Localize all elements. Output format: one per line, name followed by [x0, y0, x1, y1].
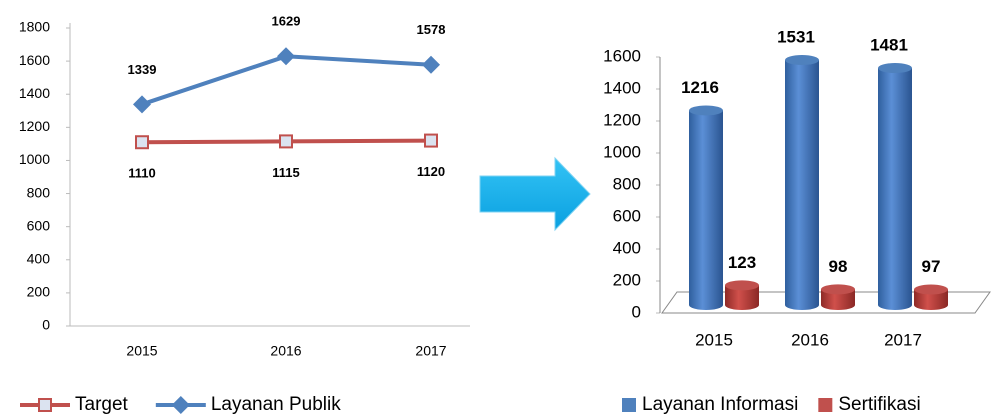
legend-swatch — [622, 398, 636, 412]
y-tick-label: 400 — [27, 250, 51, 266]
y-tick-label: 1600 — [19, 52, 50, 68]
x-tick-label: 2016 — [791, 330, 829, 349]
cylinder — [878, 68, 912, 310]
marker — [279, 134, 293, 149]
legend-label: Target — [75, 394, 129, 415]
arrow — [479, 156, 591, 232]
y-tick-label: 1400 — [19, 85, 50, 101]
cylinder — [785, 60, 819, 310]
legend-label: Layanan Informasi — [642, 394, 798, 415]
y-tick-label: 600 — [613, 206, 641, 225]
y-tick-label: 1600 — [603, 46, 641, 65]
y-tick-label: 1200 — [19, 118, 50, 134]
data-label: 97 — [922, 257, 941, 276]
y-tick-label: 1800 — [19, 19, 50, 35]
data-label: 1578 — [417, 22, 446, 37]
data-label: 1629 — [272, 14, 301, 29]
x-tick-label: 2015 — [695, 330, 733, 349]
cylinder — [914, 289, 948, 310]
data-label: 1120 — [417, 164, 445, 179]
data-label: 1110 — [128, 166, 156, 181]
data-label: 1115 — [272, 165, 300, 180]
y-tick-label: 800 — [613, 174, 641, 193]
legend-swatch — [818, 398, 833, 412]
y-tick-label: 800 — [27, 184, 51, 200]
cylinder — [725, 285, 759, 310]
y-tick-label: 200 — [27, 284, 51, 300]
cylinder — [821, 289, 855, 310]
y-tick-label: 0 — [42, 317, 50, 333]
x-tick-label: 2015 — [126, 343, 157, 359]
marker — [133, 95, 151, 114]
cylinder-top — [725, 280, 759, 291]
data-label: 1481 — [870, 36, 908, 55]
x-tick-label: 2017 — [884, 330, 922, 349]
cylinder-top — [785, 55, 819, 66]
data-label: 1531 — [777, 28, 815, 47]
data-label: 1216 — [681, 78, 719, 97]
y-tick-label: 1200 — [603, 110, 641, 129]
legend-label: Sertifikasi — [838, 394, 920, 415]
legend-label: Layanan Publik — [211, 394, 341, 415]
y-tick-label: 600 — [27, 217, 51, 233]
data-label: 1339 — [128, 62, 157, 77]
cylinder-top — [914, 284, 948, 295]
data-label: 98 — [829, 257, 848, 276]
cylinder-top — [821, 284, 855, 295]
data-label: 123 — [728, 253, 756, 272]
y-tick-label: 200 — [613, 270, 641, 289]
marker — [135, 135, 149, 150]
cylinder-top — [689, 105, 723, 116]
legend-swatch — [171, 396, 190, 414]
y-tick-label: 400 — [613, 238, 641, 257]
marker — [277, 47, 295, 66]
y-tick-label: 1400 — [603, 78, 641, 97]
x-tick-label: 2016 — [270, 343, 301, 359]
cylinder-top — [878, 63, 912, 74]
marker — [424, 133, 438, 148]
x-tick-label: 2017 — [415, 343, 446, 359]
y-tick-label: 1000 — [603, 142, 641, 161]
legend-swatch — [38, 398, 52, 412]
cylinder — [689, 110, 723, 310]
y-tick-label: 1000 — [19, 151, 50, 167]
y-tick-label: 0 — [632, 302, 641, 321]
marker — [422, 55, 440, 74]
